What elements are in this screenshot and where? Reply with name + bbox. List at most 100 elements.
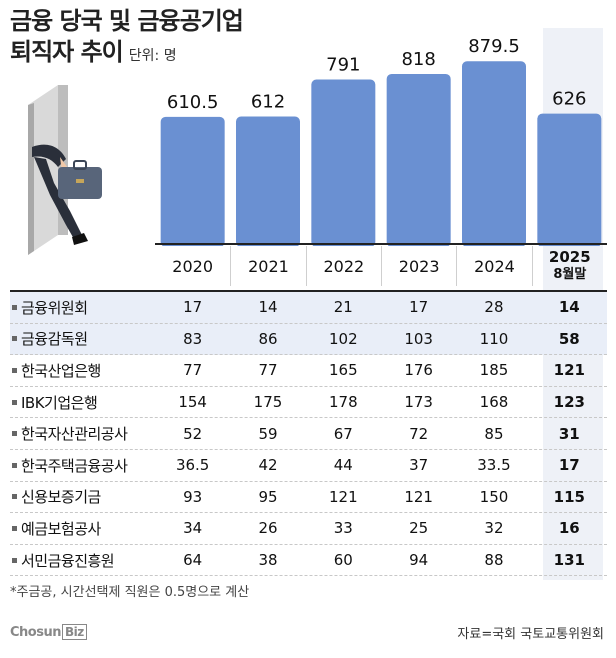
table-row: 금융감독원 83 86 102 103 110 58 — [10, 323, 607, 356]
table-cell: 123 — [553, 393, 585, 412]
table-cell: 59 — [258, 424, 278, 443]
table-cell: 72 — [409, 424, 429, 443]
x-axis-labels: 2020 2021 2022 2023 2024 2025 8월말 — [155, 246, 607, 286]
table-cell: 175 — [253, 393, 283, 412]
bar-value-label: 612 — [251, 92, 285, 113]
footnote: *주금공, 시간선택제 직원은 0.5명으로 계산 — [10, 585, 250, 600]
table-cell: 185 — [479, 361, 509, 380]
table-row: 한국주택금융공사 36.5 42 44 37 33.5 17 — [10, 450, 607, 482]
x-tick-label: 2020 — [172, 256, 214, 276]
table-row: 한국산업은행 77 77 165 176 185 121 — [10, 355, 607, 387]
table-cell: 14 — [558, 298, 580, 317]
table-cell: 83 — [183, 329, 203, 348]
page-title: 금융 당국 및 금융공기업 — [10, 7, 244, 35]
table-cell: 77 — [183, 361, 203, 380]
table-cell: 33.5 — [477, 456, 511, 475]
table-cell: 17 — [409, 298, 429, 317]
table-cell: 173 — [404, 393, 433, 412]
table-cell: 95 — [258, 487, 278, 506]
bar-2024 — [462, 61, 526, 246]
bullet-icon — [12, 336, 17, 342]
table-cell: 33 — [333, 519, 353, 538]
table-cell: 26 — [258, 519, 278, 538]
table-row: 한국자산관리공사 52 59 67 72 85 31 — [10, 418, 607, 450]
bullet-icon — [12, 304, 17, 310]
table-cell: 103 — [404, 329, 433, 348]
table-cell: 168 — [479, 393, 509, 412]
row-label: 서민금융진흥원 — [10, 550, 155, 571]
row-label: 한국산업은행 — [10, 360, 155, 381]
table-cell: 42 — [258, 456, 278, 475]
table-cell: 154 — [178, 393, 207, 412]
bullet-icon — [12, 462, 17, 468]
table-cell: 131 — [553, 551, 585, 570]
bar-2021 — [236, 116, 300, 246]
table-cell: 14 — [258, 298, 278, 317]
table-cell: 86 — [258, 329, 278, 348]
row-label: 예금보험공사 — [10, 518, 155, 539]
table-cell: 38 — [258, 551, 278, 570]
bullet-icon — [12, 399, 17, 405]
bar-value-label: 626 — [552, 89, 586, 110]
bar-2020 — [160, 116, 225, 246]
table-cell: 64 — [183, 551, 203, 570]
table-cell: 58 — [558, 329, 580, 348]
table-cell: 150 — [479, 487, 509, 506]
x-tick-label: 2021 — [230, 246, 305, 286]
table-cell: 176 — [404, 361, 433, 380]
table-cell: 110 — [479, 329, 509, 348]
table-cell: 121 — [404, 487, 433, 506]
bar-2022 — [311, 79, 376, 246]
table-cell: 17 — [183, 298, 203, 317]
bar-2023 — [386, 73, 451, 246]
bar-value-label: 610.5 — [167, 92, 219, 113]
table-cell: 44 — [333, 456, 353, 475]
table-cell: 17 — [558, 456, 580, 475]
row-label: 한국자산관리공사 — [10, 423, 155, 444]
table-cell: 94 — [409, 551, 429, 570]
bullet-icon — [12, 431, 17, 437]
bullet-icon — [12, 494, 17, 500]
bar-value-label: 818 — [401, 49, 435, 70]
bar-value-label: 879.5 — [468, 36, 520, 57]
table-cell: 37 — [409, 456, 429, 475]
row-label: IBK기업은행 — [10, 392, 155, 413]
row-label: 금융위원회 — [10, 297, 155, 318]
table-cell: 52 — [183, 424, 203, 443]
bullet-icon — [12, 367, 17, 373]
table-cell: 36.5 — [175, 456, 210, 475]
title-block: 금융 당국 및 금융공기업 퇴직자 추이 단위: 명 — [10, 6, 244, 72]
chosunbiz-logo: Chosun Biz — [10, 624, 87, 640]
person-leaving-door-icon — [28, 85, 102, 255]
table-cell: 77 — [258, 361, 278, 380]
table-row: 예금보험공사 34 26 33 25 32 16 — [10, 513, 607, 545]
table-cell: 85 — [484, 424, 504, 443]
table-cell: 21 — [333, 298, 353, 317]
table-cell: 60 — [333, 551, 353, 570]
table-cell: 88 — [484, 551, 504, 570]
table-cell: 31 — [558, 424, 580, 443]
table-cell: 34 — [183, 519, 203, 538]
data-table: 금융위원회 17 14 21 17 28 14 금융감독원 83 86 102 103 110 58 한국산… — [10, 290, 607, 577]
x-tick-label: 2023 — [380, 246, 456, 286]
x-tick-label-2025: 2025 8월말 — [531, 246, 607, 286]
x-tick-label: 2022 — [305, 246, 381, 286]
x-axis-line — [155, 243, 607, 245]
table-cell: 115 — [553, 487, 585, 506]
bar-2025 — [537, 113, 602, 246]
table-cell: 25 — [409, 519, 429, 538]
bar-value-label: 791 — [326, 55, 360, 76]
page-subtitle: 퇴직자 추이 — [10, 38, 124, 66]
row-label: 한국주택금융공사 — [10, 455, 155, 476]
table-row: IBK기업은행 154 175 178 173 168 123 — [10, 387, 607, 419]
table-cell: 67 — [333, 424, 353, 443]
table-row: 신용보증기금 93 95 121 121 150 115 — [10, 482, 607, 514]
bullet-icon — [12, 525, 17, 531]
table-row: 금융위원회 17 14 21 17 28 14 — [10, 290, 607, 324]
source-note: 자료=국회 국토교통위원회 — [457, 627, 604, 642]
table-cell: 28 — [484, 298, 504, 317]
table-cell: 32 — [484, 519, 504, 538]
row-label: 금융감독원 — [10, 328, 155, 349]
table-cell: 178 — [329, 393, 358, 412]
bullet-icon — [12, 557, 17, 563]
